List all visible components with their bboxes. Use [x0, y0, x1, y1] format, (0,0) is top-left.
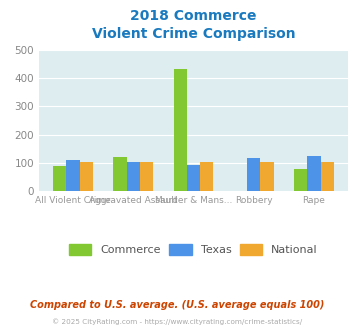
Bar — [66, 160, 80, 191]
Text: Compared to U.S. average. (U.S. average equals 100): Compared to U.S. average. (U.S. average … — [30, 300, 325, 310]
Bar — [53, 166, 66, 191]
Bar — [294, 169, 307, 191]
Text: © 2025 CityRating.com - https://www.cityrating.com/crime-statistics/: © 2025 CityRating.com - https://www.city… — [53, 318, 302, 325]
Bar — [321, 162, 334, 191]
Bar — [260, 162, 274, 191]
Bar — [174, 69, 187, 191]
Bar — [140, 162, 153, 191]
Bar — [113, 157, 127, 191]
Title: 2018 Commerce
Violent Crime Comparison: 2018 Commerce Violent Crime Comparison — [92, 9, 295, 41]
Bar — [187, 165, 200, 191]
Bar — [127, 162, 140, 191]
Bar — [200, 162, 213, 191]
Bar — [307, 156, 321, 191]
Bar — [247, 158, 260, 191]
Bar — [80, 162, 93, 191]
Legend: Commerce, Texas, National: Commerce, Texas, National — [65, 240, 322, 260]
